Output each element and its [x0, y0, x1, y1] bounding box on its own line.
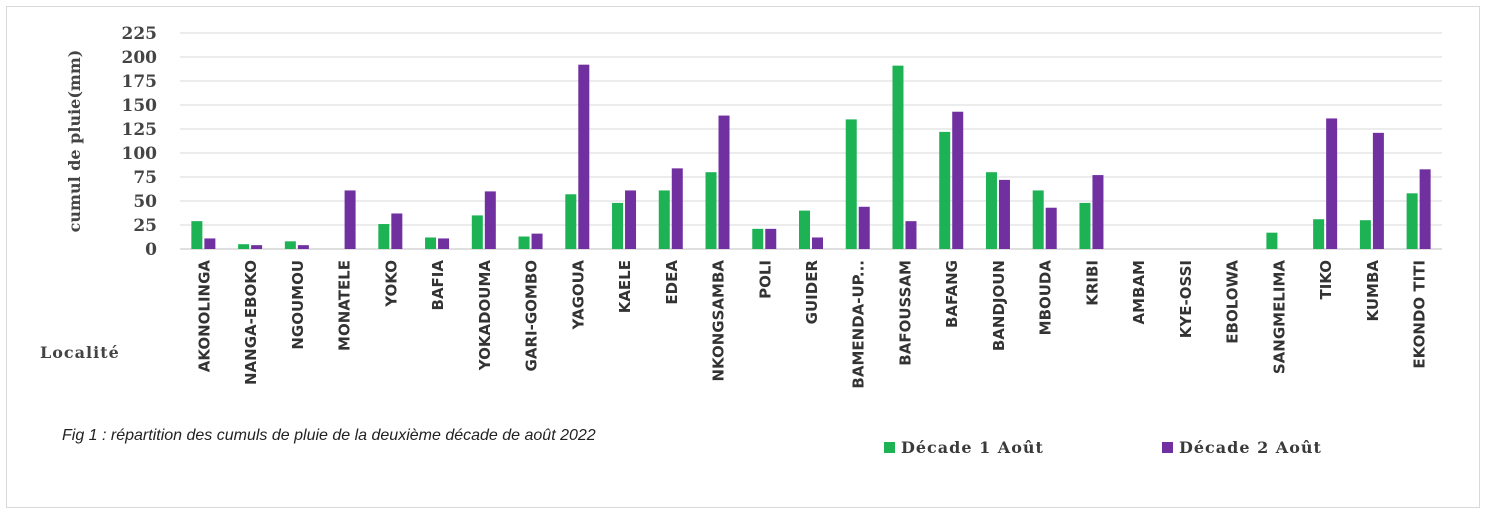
bar-2: [1419, 169, 1431, 249]
bar-2: [952, 111, 964, 249]
x-tick-label: BAFANG: [943, 260, 961, 328]
bar-2: [1372, 132, 1384, 249]
legend-swatch-decade-2: [1162, 442, 1173, 453]
bar-1: [799, 210, 810, 249]
x-axis-label: Localité: [40, 343, 120, 362]
bar-1: [471, 215, 483, 249]
bar-1: [985, 172, 997, 249]
y-tick-label: 125: [122, 120, 158, 140]
bar-1: [1079, 202, 1091, 249]
x-tick-label: KYE-OSSI: [1177, 260, 1195, 338]
y-tick-label: 100: [122, 144, 158, 164]
x-tick-label: POLI: [756, 260, 774, 299]
y-tick-label: 150: [122, 96, 158, 116]
bar-1: [1266, 232, 1278, 249]
y-tick-label: 175: [122, 72, 158, 92]
bar-2: [391, 213, 403, 249]
bar-2: [858, 206, 870, 249]
x-tick-label: BAMENDA-UP...: [850, 260, 868, 389]
x-tick-label: KRIBI: [1083, 260, 1101, 306]
bar-1: [238, 244, 250, 249]
y-tick-label: 225: [122, 24, 158, 44]
legend-swatch-decade-1: [884, 442, 895, 453]
y-tick-label: 25: [133, 216, 157, 236]
bar-2: [297, 245, 309, 249]
x-tick-label: EKONDO TITI: [1411, 260, 1429, 369]
x-tick-label: EDEA: [663, 260, 681, 305]
bar-2: [718, 115, 730, 249]
legend-item-decade-2: Décade 2 Août: [1162, 438, 1322, 457]
bar-2: [998, 179, 1010, 249]
bar-2: [1326, 118, 1338, 249]
x-tick-label: GARI-GOMBO: [523, 260, 541, 371]
bar-2: [905, 221, 917, 249]
y-tick-label: 50: [133, 192, 157, 212]
chart-frame: [6, 6, 1480, 508]
figure-caption: Fig 1 : répartition des cumuls de pluie …: [62, 427, 596, 444]
y-axis-label: cumul de pluie(mm): [65, 50, 84, 233]
bar-1: [845, 119, 857, 250]
x-tick-label: YOKADOUMA: [476, 260, 494, 372]
y-tick-label: 200: [122, 48, 158, 68]
y-tick-label: 75: [133, 168, 157, 188]
x-tick-label: MONATELE: [336, 260, 354, 351]
bar-2: [344, 190, 356, 249]
x-tick-label: BANDJOUN: [990, 260, 1008, 351]
x-tick-label: AMBAM: [1130, 260, 1148, 325]
legend-label-decade-2: Décade 2 Août: [1179, 438, 1322, 457]
bar-1: [705, 172, 717, 249]
bar-1: [1359, 220, 1371, 249]
bar-1: [1406, 193, 1418, 249]
x-tick-label: AKONOLINGA: [195, 260, 213, 373]
bar-1: [752, 228, 764, 249]
bar-2: [625, 190, 637, 249]
y-tick-label: 0: [145, 240, 157, 260]
x-tick-label: YAGOUA: [569, 260, 587, 331]
bar-1: [425, 237, 437, 249]
x-tick-label: KAELE: [616, 260, 634, 313]
x-tick-label: NANGA-EBOKO: [242, 260, 260, 385]
bar-2: [1092, 175, 1104, 249]
x-tick-label: SANGMELIMA: [1270, 260, 1288, 375]
x-tick-label: TIKO: [1317, 260, 1335, 300]
bar-1: [939, 131, 951, 249]
bar-2: [251, 245, 263, 249]
bar-1: [612, 202, 624, 249]
bar-1: [1032, 190, 1044, 249]
bar-2: [671, 168, 683, 249]
x-tick-label: EBOLOWA: [1224, 260, 1242, 344]
bar-1: [1313, 219, 1325, 249]
bar-1: [518, 236, 530, 249]
x-tick-label: KUMBA: [1364, 260, 1382, 322]
bar-1: [191, 221, 203, 249]
bar-2: [484, 191, 496, 249]
bar-1: [284, 241, 296, 249]
x-tick-label: MBOUDA: [1037, 260, 1055, 336]
bar-1: [658, 190, 670, 249]
bar-2: [204, 238, 216, 249]
legend-label-decade-1: Décade 1 Août: [901, 438, 1044, 457]
x-tick-label: BAFOUSSAM: [896, 260, 914, 366]
bar-1: [565, 194, 577, 249]
bar-2: [578, 64, 590, 250]
bar-2: [531, 233, 543, 249]
bar-1: [892, 65, 904, 249]
x-tick-label: BAFIA: [429, 260, 447, 311]
bar-2: [438, 238, 450, 249]
bar-2: [812, 237, 823, 249]
bar-1: [378, 224, 390, 249]
x-tick-label: NKONGSAMBA: [710, 260, 728, 382]
x-tick-label: GUIDER: [803, 260, 821, 325]
bar-2: [765, 228, 777, 249]
x-tick-label: YOKO: [382, 260, 400, 308]
bar-2: [1045, 207, 1057, 249]
x-tick-label: NGOUMOU: [289, 260, 307, 350]
legend-item-decade-1: Décade 1 Août: [884, 438, 1044, 457]
